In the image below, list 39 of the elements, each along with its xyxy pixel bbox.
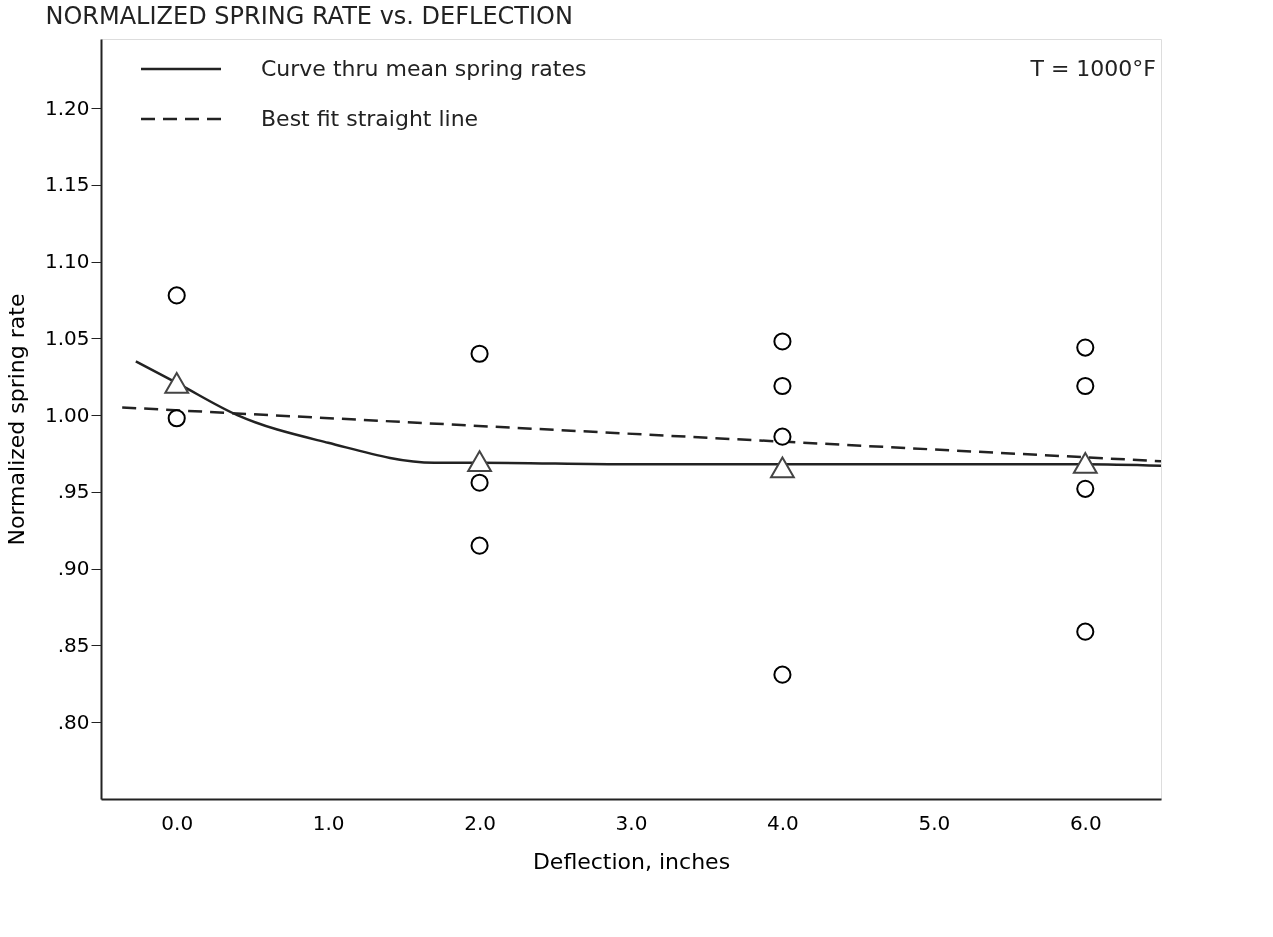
point xyxy=(773,332,792,351)
chart-title: NORMALIZED SPRING RATE vs. DEFLECTION xyxy=(45,2,573,30)
x-tick-label: 6.0 xyxy=(1069,810,1102,835)
point xyxy=(1076,338,1095,357)
y-tick-label: 1.05 xyxy=(44,325,90,350)
point xyxy=(467,450,492,473)
point xyxy=(1076,376,1095,396)
y-tick-label: 1.00 xyxy=(44,402,90,427)
y-tick-label: .90 xyxy=(57,556,90,581)
point xyxy=(167,286,186,305)
point xyxy=(470,536,489,555)
x-axis-title: Deflection, inches xyxy=(532,848,731,874)
point xyxy=(770,456,795,479)
y-tick-label: .95 xyxy=(57,479,90,504)
x-tick-label: 5.0 xyxy=(918,810,951,835)
legend-label: Best fit straight line xyxy=(261,106,479,131)
point xyxy=(164,372,190,394)
y-tick-label: .80 xyxy=(57,709,90,734)
point xyxy=(167,409,186,428)
x-tick-label: 3.0 xyxy=(615,810,648,835)
x-tick-label: 1.0 xyxy=(312,810,345,835)
point xyxy=(470,473,489,492)
x-tick-label: 4.0 xyxy=(767,810,799,835)
point xyxy=(773,427,792,446)
point xyxy=(773,665,792,684)
y-tick-label: 1.15 xyxy=(44,172,90,197)
x-tick-label: 0.0 xyxy=(161,810,194,835)
point xyxy=(470,344,489,363)
annotation: T = 1000°F xyxy=(1029,56,1156,81)
point xyxy=(1076,622,1095,641)
y-tick-label: 1.10 xyxy=(44,249,90,274)
y-tick-label: 1.20 xyxy=(44,95,90,120)
x-tick-label: 2.0 xyxy=(464,810,496,835)
y-tick-label: .85 xyxy=(57,632,90,657)
y-axis-title: Normalized spring rate xyxy=(3,293,29,546)
point xyxy=(1076,479,1095,498)
legend-label: Curve thru mean spring rates xyxy=(261,56,587,81)
point xyxy=(1072,451,1098,474)
point xyxy=(773,376,792,396)
